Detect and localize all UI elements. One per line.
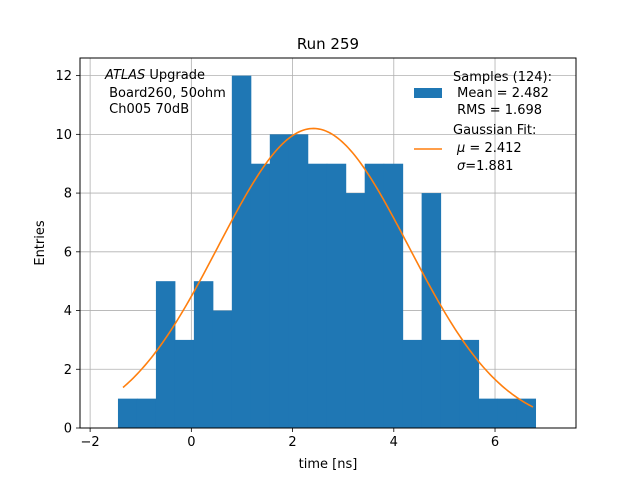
x-tick-label: −2 (81, 435, 100, 450)
legend-samples-swatch (414, 88, 442, 98)
y-tick-label: 10 (55, 128, 72, 143)
chart-title: Run 259 (297, 35, 359, 53)
y-axis-label: Entries (33, 220, 48, 266)
histogram-bar (326, 163, 347, 428)
run-annotation: ATLAS Upgrade Board260, 50ohm Ch005 70dB (104, 68, 226, 117)
y-tick-label: 8 (64, 187, 72, 202)
gaussian-fit (122, 127, 534, 408)
histogram-bar (402, 339, 423, 428)
legend-fit-sigma: σ=1.881 (457, 159, 513, 174)
histogram-bar (383, 163, 404, 428)
histogram-bar (212, 310, 233, 428)
x-axis-label: time [ns] (299, 457, 358, 472)
legend: Samples (124): Mean = 2.482 RMS = 1.698 … (414, 70, 552, 174)
histogram-bar (136, 398, 157, 428)
legend-mu-symbol: μ (456, 141, 465, 156)
legend-sigma-value: =1.881 (465, 159, 513, 174)
x-tick-label: 0 (187, 435, 195, 450)
histogram-bar (155, 281, 176, 428)
histogram-bar (288, 134, 309, 428)
annotation-line-3: Ch005 70dB (105, 102, 189, 117)
legend-fit-mu: μ = 2.412 (456, 141, 522, 156)
x-tick-label: 2 (288, 435, 296, 450)
histogram-bar (307, 163, 328, 428)
histogram-bar (478, 398, 499, 428)
axis-ticks: −2 0 2 4 6 0 2 4 6 8 10 12 (55, 69, 499, 450)
histogram-bars (117, 75, 537, 428)
histogram-bar (459, 339, 480, 428)
histogram-bar (364, 163, 385, 428)
x-tick-label: 4 (390, 435, 398, 450)
y-tick-label: 12 (55, 69, 72, 84)
legend-samples-rms: RMS = 1.698 (453, 103, 542, 118)
histogram-bar (250, 163, 271, 428)
y-tick-label: 4 (64, 304, 72, 319)
legend-samples-title: Samples (124): (453, 70, 552, 85)
y-tick-label: 2 (64, 363, 72, 378)
histogram-bar (269, 134, 290, 428)
histogram-bar (497, 398, 518, 428)
annotation-line-1: ATLAS Upgrade (104, 68, 205, 83)
histogram-bar (174, 339, 195, 428)
legend-fit-title: Gaussian Fit: (453, 123, 536, 138)
y-tick-label: 0 (64, 422, 72, 437)
legend-samples-mean: Mean = 2.482 (453, 86, 549, 101)
histogram-bar (231, 75, 252, 428)
histogram-bar (193, 281, 214, 428)
x-tick-label: 6 (491, 435, 499, 450)
legend-mu-value: = 2.412 (465, 141, 521, 156)
histogram-bar (345, 193, 366, 428)
fit-curve (122, 127, 534, 408)
annotation-atlas: ATLAS (104, 68, 145, 83)
annotation-line-2: Board260, 50ohm (105, 86, 226, 101)
histogram-bar (440, 339, 461, 428)
annotation-upgrade: Upgrade (145, 68, 205, 83)
plot-frame (79, 57, 577, 429)
y-tick-label: 6 (64, 245, 72, 260)
histogram-bar (421, 193, 442, 428)
histogram-bar (117, 398, 138, 428)
legend-sigma-symbol: σ (457, 159, 466, 174)
